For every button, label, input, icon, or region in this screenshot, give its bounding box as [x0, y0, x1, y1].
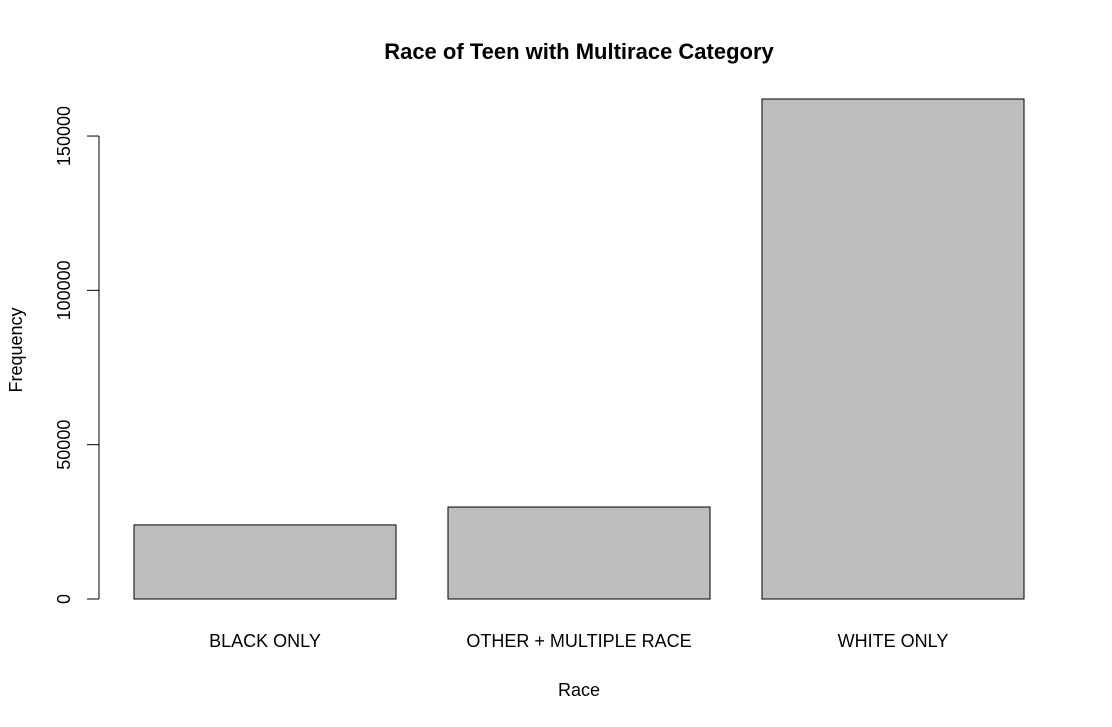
x-tick-label-white-only: WHITE ONLY: [838, 631, 949, 651]
y-tick-label-0: 0: [54, 594, 74, 604]
x-axis-tick-labels: BLACK ONLY OTHER + MULTIPLE RACE WHITE ONL…: [209, 631, 948, 651]
chart-title: Race of Teen with Multirace Category: [384, 39, 774, 64]
x-tick-label-black-only: BLACK ONLY: [209, 631, 321, 651]
y-tick-label-150000: 150000: [54, 106, 74, 166]
y-tick-label-50000: 50000: [54, 420, 74, 470]
y-axis: 0 50000 100000 150000: [54, 106, 100, 604]
y-tick-label-100000: 100000: [54, 260, 74, 320]
bar-other-multiple-race: [447, 506, 711, 600]
y-axis-label: Frequency: [6, 307, 26, 392]
bar-white-only: [761, 98, 1025, 600]
bars-group: [133, 98, 1025, 600]
x-axis-label: Race: [558, 680, 600, 700]
x-tick-label-other-multiple-race: OTHER + MULTIPLE RACE: [466, 631, 691, 651]
bar-black-only: [133, 524, 397, 600]
